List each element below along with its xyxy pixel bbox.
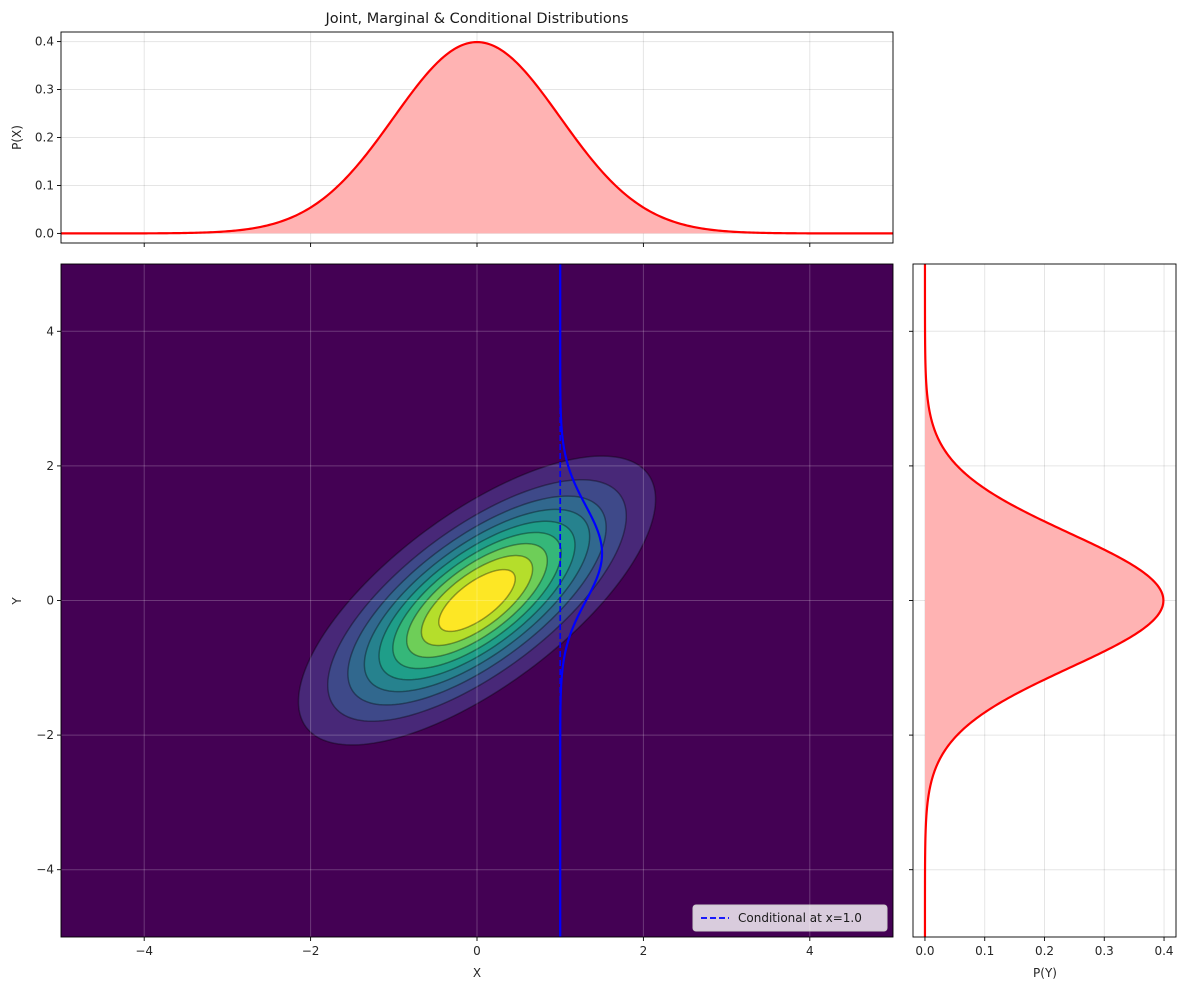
marginal-x-fill [61,42,893,234]
legend-entry-label: Conditional at x=1.0 [738,911,862,925]
marginal-y-xtick-label-4: 0.4 [1154,944,1173,958]
joint-ylabel: Y [10,597,24,606]
joint-xtick-label-4: 4 [806,944,814,958]
joint-ytick-label-3: 2 [46,459,54,473]
joint-xlabel: X [473,966,481,980]
marginal-y-panel: 0.0 0.1 0.2 0.3 0.4 P(Y) [909,263,1177,980]
joint-ytick-label-2: 0 [46,594,54,608]
marginal-x-ylabel: P(X) [10,125,24,150]
joint-ticks: −4 −2 0 2 4 −4 −2 0 2 4 [36,324,813,958]
marginal-y-xtick-label-1: 0.1 [975,944,994,958]
joint-contour-6 [392,531,562,670]
joint-panel: −4 −2 0 2 4 −4 −2 0 2 4 X Y Conditional at x=1.0 [10,263,894,980]
chart-title: Joint, Marginal & Conditional Distributi… [324,11,628,27]
legend: Conditional at x=1.0 [692,904,888,932]
marginal-y-xlabel: P(Y) [1033,966,1057,980]
marginal-y-curve [923,264,1165,937]
marginal-y-xtick-label-0: 0.0 [915,944,934,958]
joint-xtick-label-3: 2 [640,944,648,958]
marginal-x-ytick-label-2: 0.2 [35,131,54,145]
marginal-x-ytick-label-1: 0.1 [35,178,54,192]
joint-contour-7 [405,542,549,659]
joint-contour-8 [420,554,534,647]
joint-grid [61,264,893,937]
conditional-density-curve [559,264,604,937]
joint-contour-3 [347,495,607,706]
marginal-y-xtick-label-2: 0.2 [1035,944,1054,958]
joint-xtick-label-2: 0 [473,944,481,958]
joint-contour-2 [326,479,628,722]
joint-xtick-label-1: −2 [302,944,320,958]
joint-contour-lines [297,455,657,746]
joint-ytick-label-0: −4 [36,863,54,877]
marginal-x-ytick-label-4: 0.4 [35,35,54,49]
joint-contour-5 [378,520,576,681]
marginal-y-fill [924,264,1164,937]
joint-contour-9 [438,568,516,633]
marginal-x-panel: 0.0 0.1 0.2 0.3 0.4 Joint, Marginal & Condit… [10,11,894,247]
marginal-x-curve [61,40,893,235]
joint-ytick-label-4: 4 [46,324,54,338]
joint-density-fills [298,456,656,745]
joint-ytick-label-1: −2 [36,728,54,742]
marginal-x-ytick-label-3: 0.3 [35,83,54,97]
joint-xtick-label-0: −4 [135,944,153,958]
marginal-x-ticks: 0.0 0.1 0.2 0.3 0.4 [35,35,811,247]
legend-box [692,904,888,932]
marginal-x-ytick-label-0: 0.0 [35,226,54,240]
joint-fill-level-9 [438,569,516,632]
joint-contour-4 [363,508,591,693]
marginal-y-ticks: 0.0 0.1 0.2 0.3 0.4 [909,330,1174,958]
joint-contour-1 [297,455,657,746]
marginal-y-xtick-label-3: 0.3 [1095,944,1114,958]
